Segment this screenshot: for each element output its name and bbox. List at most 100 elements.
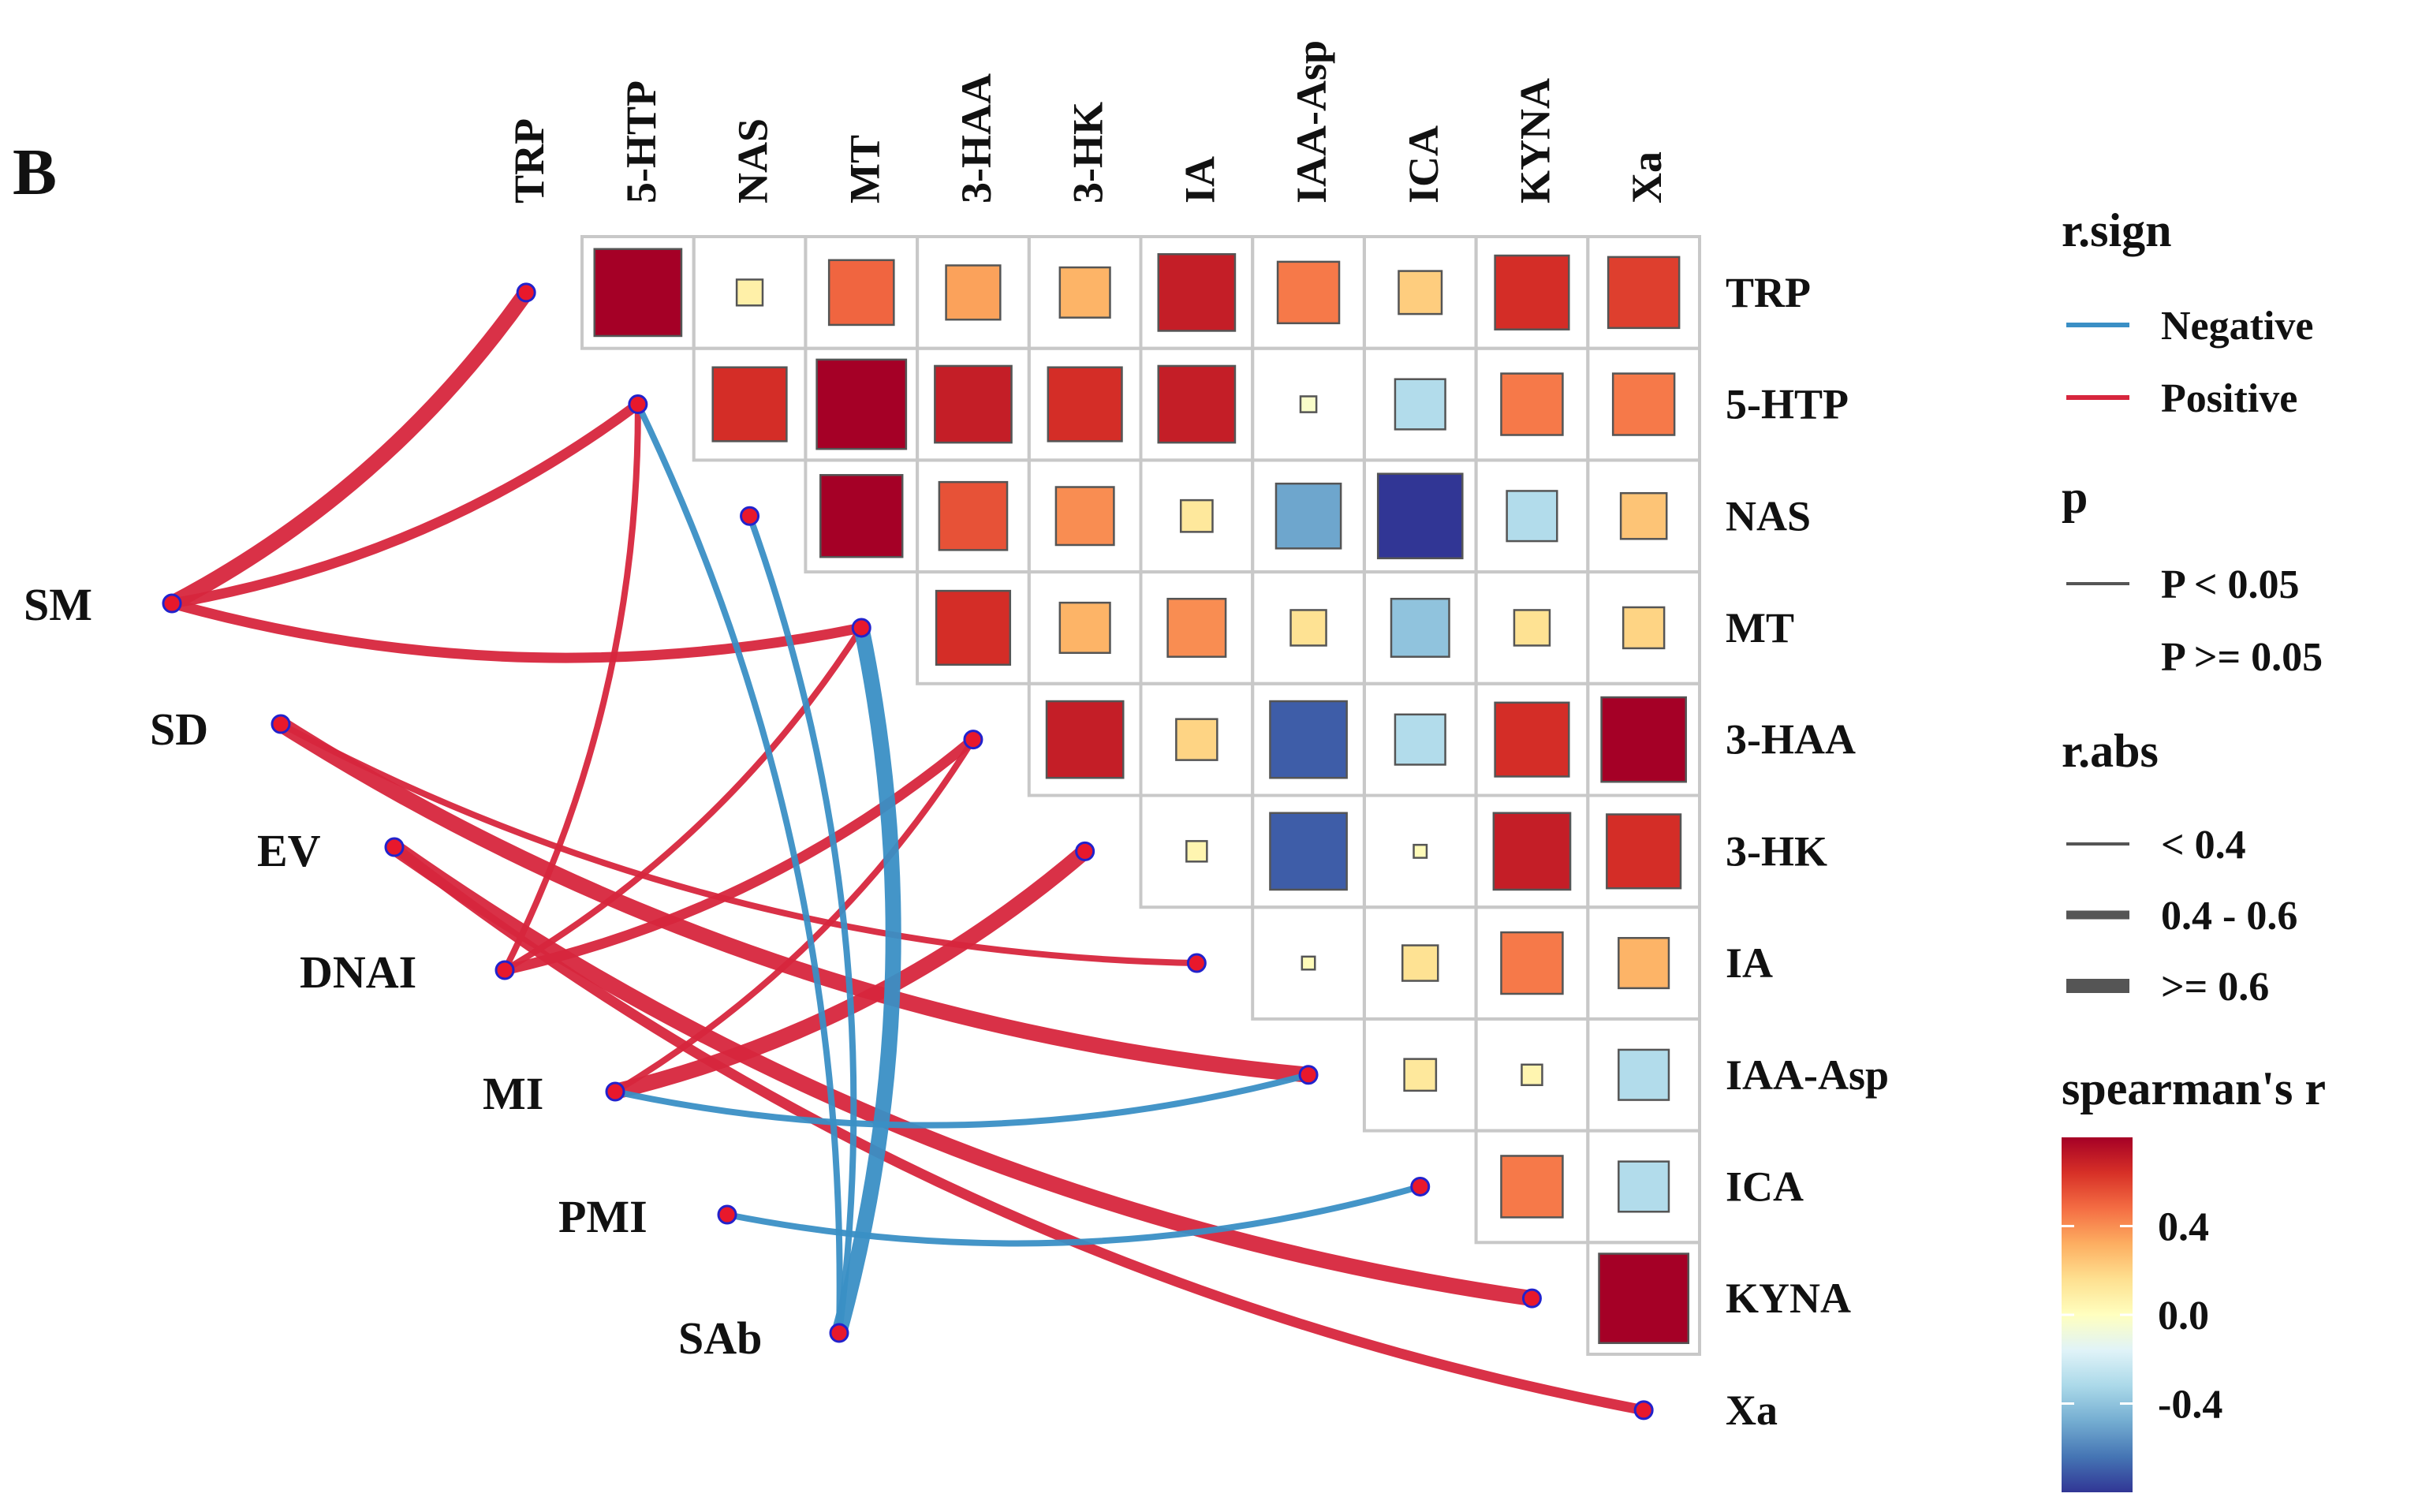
link-ev-xa xyxy=(389,842,1649,1416)
link-sab-5-htp xyxy=(634,401,843,1336)
env-label-dnai: DNAI xyxy=(300,946,416,998)
node-mt xyxy=(851,618,871,638)
col-label-ica: ICA xyxy=(1400,125,1447,203)
row-label-iaa-asp: IAA-Asp xyxy=(1726,1051,1889,1099)
cell-ia-xa xyxy=(1618,936,1670,990)
cell-trp-iaa-asp xyxy=(1276,260,1341,325)
node-nas xyxy=(740,506,760,526)
cell-mt-ia xyxy=(1166,597,1227,658)
row-label-mt: MT xyxy=(1726,604,1794,651)
link-dnai-5-htp xyxy=(502,401,641,973)
cell-trp-kyna xyxy=(1494,254,1570,330)
row-label-ia: IA xyxy=(1726,939,1773,987)
node-5-htp xyxy=(628,394,648,415)
cell-3-hk-kyna xyxy=(1492,812,1572,891)
cell-trp-5-htp xyxy=(593,248,683,338)
node-iaa-asp xyxy=(1298,1065,1319,1085)
cell-3-haa-ica xyxy=(1394,713,1446,766)
cell-mt-3-haa xyxy=(935,589,1012,666)
cell-5-htp-3-hk xyxy=(1047,366,1123,442)
col-label-3-haa: 3-HAA xyxy=(953,73,1000,203)
cell-3-hk-iaa-asp xyxy=(1269,812,1348,891)
cell-5-htp-kyna xyxy=(1500,372,1564,436)
cell-trp-mt xyxy=(827,259,895,327)
row-label-kyna: KYNA xyxy=(1726,1275,1851,1322)
cell-nas-ia xyxy=(1179,498,1214,533)
legend-p-title: p xyxy=(2062,471,2088,523)
cell-nas-kyna xyxy=(1506,490,1558,543)
legend-color-title: spearman's r xyxy=(2062,1062,2326,1114)
cell-nas-iaa-asp xyxy=(1274,482,1342,550)
row-labels: TRP 5-HTP NAS MT 3-HAA 3-HK IA IAA-Asp ICA KYNA Xa xyxy=(1726,269,1889,1434)
node-sd xyxy=(271,714,291,734)
link-sm-trp xyxy=(164,284,535,611)
env-label-ev: EV xyxy=(257,825,321,876)
env-label-pmi: PMI xyxy=(558,1191,647,1242)
grid-cell-kyna-xa xyxy=(1586,1241,1702,1357)
legend-negative-label: Negative xyxy=(2161,304,2313,349)
legend: r.sign Negative Positive p P < 0.05 P >=… xyxy=(2062,204,2326,1492)
colorbar-tick-label: -0.4 xyxy=(2158,1383,2222,1428)
cell-nas-xa xyxy=(1619,491,1668,540)
cell-mt-3-hk xyxy=(1058,601,1111,655)
legend-rabs-title: r.abs xyxy=(2062,725,2159,777)
row-label-trp: TRP xyxy=(1726,269,1811,316)
cell-5-htp-mt xyxy=(815,358,908,450)
link-pmi-ica xyxy=(724,1183,1424,1247)
node-mi xyxy=(605,1081,625,1102)
row-label-nas: NAS xyxy=(1726,492,1811,539)
cell-trp-3-haa xyxy=(945,264,1002,321)
col-label-mt: MT xyxy=(841,135,888,203)
cell-3-haa-3-hk xyxy=(1045,700,1125,779)
cell-ia-ica xyxy=(1401,944,1439,982)
cell-5-htp-iaa-asp xyxy=(1299,395,1318,413)
cell-mt-iaa-asp xyxy=(1289,609,1327,647)
cell-mt-kyna xyxy=(1513,609,1551,647)
colorbar-ticks: 0.4 0.0 -0.4 xyxy=(2062,1205,2222,1428)
link-sd-iaa-asp xyxy=(273,716,1317,1083)
link-sm-5-htp xyxy=(166,399,644,609)
cell-ia-kyna xyxy=(1500,931,1564,995)
cell-trp-ica xyxy=(1398,270,1443,315)
node-trp xyxy=(516,282,536,303)
matrix-grid xyxy=(580,235,1702,1357)
link-mi-3-haa xyxy=(612,736,976,1095)
row-label-5-htp: 5-HTP xyxy=(1726,381,1849,428)
cell-3-haa-ia xyxy=(1175,718,1218,761)
col-label-nas: NAS xyxy=(730,118,777,203)
env-label-sab: SAb xyxy=(678,1312,762,1364)
link-nodes xyxy=(162,282,1654,1421)
env-label-mi: MI xyxy=(483,1068,543,1119)
col-label-trp: TRP xyxy=(506,118,553,203)
legend-sign-title: r.sign xyxy=(2062,204,2172,256)
cell-kyna-xa xyxy=(1598,1253,1690,1345)
legend-rabs-mid-label: 0.4 - 0.6 xyxy=(2161,894,2297,939)
cell-nas-mt xyxy=(819,474,904,558)
cell-mt-xa xyxy=(1622,606,1666,650)
cell-iaa-asp-xa xyxy=(1618,1048,1670,1101)
legend-positive-label: Positive xyxy=(2161,376,2297,421)
col-label-xa: Xa xyxy=(1623,151,1670,203)
legend-p-sig-label: P < 0.05 xyxy=(2161,562,2300,607)
env-variable-labels: SM SD EV DNAI MI PMI SAb xyxy=(24,579,762,1364)
legend-rabs-large-label: >= 0.6 xyxy=(2161,965,2269,1010)
cell-3-hk-ica xyxy=(1413,843,1428,859)
cell-3-haa-kyna xyxy=(1494,701,1570,778)
link-dnai-mt xyxy=(502,624,865,973)
matrix-cells xyxy=(593,248,1690,1345)
cell-iaa-asp-kyna xyxy=(1521,1063,1543,1086)
mantel-links xyxy=(164,284,1649,1416)
node-sab xyxy=(829,1323,849,1343)
row-label-ica: ICA xyxy=(1726,1163,1804,1210)
cell-5-htp-ica xyxy=(1394,378,1446,431)
cell-ica-kyna xyxy=(1500,1155,1564,1219)
node-sm xyxy=(162,593,182,614)
cell-iaa-asp-ica xyxy=(1403,1058,1438,1092)
colorbar-tick-label: 0.4 xyxy=(2158,1205,2209,1250)
cell-5-htp-nas xyxy=(711,366,788,442)
row-label-3-hk: 3-HK xyxy=(1726,827,1827,875)
node-ica xyxy=(1410,1176,1431,1197)
col-label-iaa-asp: IAA-Asp xyxy=(1288,40,1335,203)
node-3-haa xyxy=(963,730,983,750)
